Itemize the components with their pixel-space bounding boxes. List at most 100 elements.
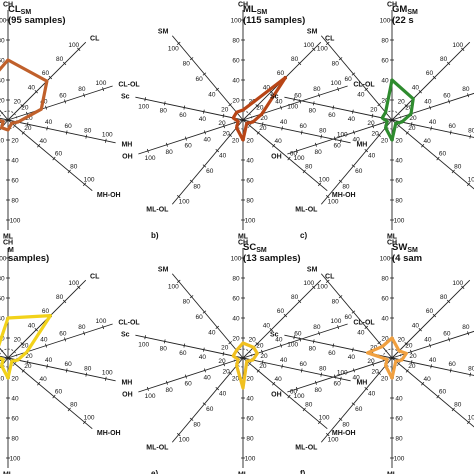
- axis-label: MH: [121, 380, 132, 387]
- tick-label: 20: [24, 125, 32, 132]
- panel-title: MLSM: [243, 4, 267, 16]
- tick-mark: [377, 103, 381, 107]
- tick-mark: [432, 313, 437, 318]
- axis-line: [242, 119, 328, 192]
- tick-label: 40: [219, 153, 227, 160]
- tick-label: 60: [300, 361, 308, 368]
- tick-mark: [202, 72, 207, 76]
- tick-mark: [377, 133, 381, 137]
- tick-mark: [405, 131, 409, 135]
- tick-mark: [67, 169, 71, 174]
- tick-mark: [64, 337, 67, 342]
- tick-label: 40: [412, 322, 420, 329]
- tick-label: 60: [42, 70, 50, 77]
- tick-label: 20: [249, 336, 257, 343]
- tick-label: 40: [45, 357, 53, 364]
- tick-label: 80: [342, 183, 350, 190]
- tick-mark: [67, 407, 71, 412]
- axis-line: [391, 119, 474, 190]
- tick-mark: [430, 364, 432, 369]
- axis-line: [320, 273, 393, 359]
- tick-label: 100: [452, 42, 463, 49]
- tick-label: 80: [78, 86, 86, 93]
- tick-label: 100: [468, 414, 474, 421]
- tick-label: 100: [102, 131, 113, 138]
- tick-label: 40: [232, 78, 240, 85]
- tick-mark: [261, 349, 264, 354]
- tick-mark: [430, 126, 432, 131]
- tick-mark: [281, 364, 283, 369]
- tick-label: 20: [246, 138, 254, 145]
- tick-label: 20: [246, 376, 254, 383]
- tick-mark: [351, 164, 356, 168]
- tick-mark: [261, 360, 264, 365]
- tick-mark: [333, 374, 336, 379]
- tick-mark: [287, 394, 291, 399]
- tick-label: 100: [294, 155, 305, 162]
- axis-label: CH: [387, 240, 397, 247]
- tick-mark: [469, 134, 472, 139]
- tick-label: 60: [59, 330, 67, 337]
- tick-label: 100: [303, 280, 314, 287]
- tick-mark: [314, 142, 317, 147]
- tick-label: 60: [11, 178, 19, 185]
- tick-mark: [215, 149, 220, 153]
- tick-label: 40: [424, 138, 432, 145]
- axis-label: MH: [356, 380, 367, 387]
- tick-label: 20: [14, 336, 22, 343]
- tick-label: 20: [398, 98, 406, 105]
- tick-label: 80: [70, 164, 78, 171]
- tick-mark: [297, 299, 302, 304]
- tick-label: 80: [11, 436, 19, 443]
- axis-label: Sc: [121, 93, 130, 100]
- axis-line: [287, 357, 393, 393]
- tick-mark: [295, 148, 298, 153]
- tick-label: 40: [199, 116, 207, 123]
- tick-mark: [184, 136, 187, 141]
- axis-label: Sc: [121, 331, 130, 338]
- tick-label: 100: [145, 155, 156, 162]
- axis-label: ML-OL: [146, 206, 169, 213]
- tick-label: 20: [259, 125, 267, 132]
- tick-label: 100: [380, 18, 391, 25]
- tick-mark: [337, 87, 340, 92]
- tick-label: 80: [0, 38, 5, 45]
- tick-mark: [325, 195, 330, 199]
- tick-label: 100: [96, 318, 107, 325]
- tick-label: 60: [55, 389, 63, 396]
- tick-label: 80: [183, 299, 191, 306]
- tick-label: 100: [337, 131, 348, 138]
- tick-label: 60: [333, 381, 341, 388]
- tick-label: 60: [65, 361, 73, 368]
- tick-mark: [202, 310, 207, 314]
- tick-mark: [228, 371, 232, 375]
- tick-label: 40: [280, 119, 288, 126]
- tick-label: 60: [344, 314, 352, 321]
- tick-label: 20: [0, 137, 5, 144]
- tick-label: 60: [395, 178, 403, 185]
- tick-mark: [176, 41, 181, 45]
- axis-line: [7, 357, 93, 430]
- tick-label: 60: [294, 92, 302, 99]
- tick-mark: [325, 41, 330, 45]
- axis-line: [135, 334, 244, 359]
- tick-label: 20: [260, 353, 268, 360]
- tick-label: 20: [24, 363, 32, 370]
- tick-label: 60: [443, 92, 451, 99]
- tick-label: 20: [11, 376, 19, 383]
- tick-mark: [37, 381, 41, 386]
- tick-label: 20: [395, 376, 403, 383]
- tick-mark: [338, 57, 343, 61]
- tick-label: 20: [232, 137, 240, 144]
- tick-mark: [203, 130, 206, 135]
- tick-label: 80: [381, 276, 389, 283]
- tick-mark: [62, 299, 67, 304]
- tick-label: 100: [179, 437, 190, 444]
- panel-subtitle: (22 s: [392, 15, 414, 26]
- tick-label: 40: [219, 391, 227, 398]
- axis-label: CL: [325, 273, 335, 280]
- tick-mark: [352, 130, 355, 135]
- tick-label: 80: [454, 402, 462, 409]
- tick-label: 20: [398, 336, 406, 343]
- tick-label: 100: [287, 342, 298, 349]
